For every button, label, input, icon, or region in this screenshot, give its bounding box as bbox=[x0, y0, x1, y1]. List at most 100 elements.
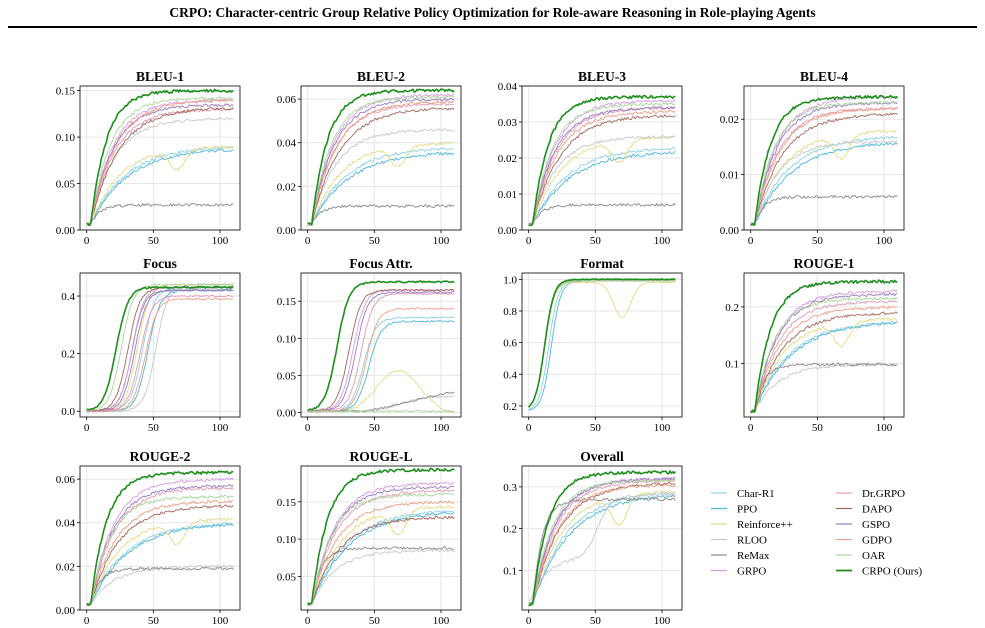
x-tick-label: 0 bbox=[305, 235, 311, 247]
y-tick-label: 0.10 bbox=[277, 534, 297, 546]
series-line-rloo bbox=[86, 564, 234, 606]
panel-title: BLEU-3 bbox=[578, 69, 626, 84]
series-line-rloo bbox=[86, 283, 234, 413]
series-line-grpo bbox=[528, 280, 676, 408]
series-line-gdpo bbox=[86, 99, 234, 226]
x-tick-label: 100 bbox=[212, 235, 229, 247]
panel-title: Format bbox=[580, 256, 624, 271]
y-tick-label: 0.00 bbox=[56, 225, 76, 237]
series-line-oar bbox=[86, 96, 234, 226]
series-line-grpo bbox=[86, 477, 234, 606]
y-tick-label: 0.01 bbox=[720, 170, 739, 182]
y-tick-label: 0.15 bbox=[56, 86, 76, 98]
x-tick-label: 0 bbox=[84, 422, 90, 434]
x-tick-label: 100 bbox=[876, 422, 893, 434]
panel-title: Focus bbox=[143, 256, 177, 271]
series-line-dr-grpo bbox=[307, 102, 455, 226]
series-line-dr-grpo bbox=[86, 107, 234, 226]
axes-frame bbox=[521, 465, 683, 611]
series-line-grpo bbox=[307, 288, 455, 413]
series-line-remax bbox=[750, 362, 898, 413]
series-line-remax bbox=[307, 546, 455, 606]
series-line-dr-grpo bbox=[86, 486, 234, 606]
series-line-rloo bbox=[528, 135, 676, 226]
series-line-crpo-ours bbox=[750, 94, 898, 226]
series-line-ppo bbox=[307, 511, 455, 606]
series-line-dapo bbox=[528, 481, 676, 604]
series-line-dapo bbox=[528, 114, 676, 226]
x-tick-label: 0 bbox=[84, 615, 90, 627]
y-tick-label: 0.1 bbox=[503, 565, 517, 577]
series-line-gspo bbox=[528, 106, 676, 226]
series-line-gspo bbox=[86, 289, 234, 413]
series-line-remax bbox=[86, 203, 234, 225]
series-line-dr-grpo bbox=[750, 107, 898, 226]
x-tick-label: 0 bbox=[84, 235, 90, 247]
header-rule bbox=[8, 26, 977, 28]
series-line-reinforce bbox=[86, 517, 234, 606]
series-line-rloo bbox=[307, 548, 455, 606]
axes-frame bbox=[300, 85, 462, 231]
x-tick-label: 100 bbox=[212, 615, 229, 627]
y-tick-label: 0.04 bbox=[56, 518, 76, 530]
series-line-ppo bbox=[86, 522, 234, 605]
series-line-grpo bbox=[528, 98, 676, 226]
panel-title: ROUGE-1 bbox=[794, 256, 855, 271]
x-tick-label: 50 bbox=[148, 422, 160, 434]
y-tick-label: 0.1 bbox=[725, 358, 739, 370]
series-line-ppo bbox=[528, 494, 676, 606]
series-line-gdpo bbox=[528, 280, 676, 408]
y-tick-label: 0.00 bbox=[720, 225, 740, 237]
y-tick-label: 0.06 bbox=[56, 474, 76, 486]
axes-frame bbox=[300, 272, 462, 418]
series-line-dr-grpo bbox=[307, 292, 455, 413]
y-tick-label: 0.15 bbox=[277, 497, 297, 509]
series-line-rloo bbox=[750, 362, 898, 413]
series-line-char-r1 bbox=[528, 147, 676, 226]
series-line-oar bbox=[86, 495, 234, 606]
series-line-oar bbox=[528, 102, 676, 226]
x-tick-label: 50 bbox=[812, 422, 824, 434]
panel-bleu-1: 0 50 100 0.00 0.05 0.10 0.15 BLEU-1 bbox=[56, 69, 241, 247]
series-line-dapo bbox=[750, 112, 898, 227]
panel-bleu-4: 0 50 100 0.00 0.01 0.02 BLEU-4 bbox=[720, 69, 905, 247]
series-line-dapo bbox=[307, 515, 455, 605]
series-line-crpo-ours bbox=[528, 94, 676, 227]
series-line-gdpo bbox=[86, 499, 234, 606]
axes-frame bbox=[521, 272, 683, 418]
y-tick-label: 0.3 bbox=[503, 482, 517, 494]
y-tick-label: 0.4 bbox=[61, 291, 75, 303]
series-line-reinforce bbox=[307, 370, 455, 414]
series-line-dapo bbox=[86, 106, 234, 226]
x-tick-label: 50 bbox=[590, 615, 602, 627]
paper-title: CRPO: Character-centric Group Relative P… bbox=[169, 5, 816, 20]
y-tick-label: 0.02 bbox=[720, 114, 739, 126]
x-tick-label: 0 bbox=[305, 422, 311, 434]
series-line-grpo bbox=[750, 95, 898, 226]
series-line-gspo bbox=[307, 291, 455, 413]
series-line-gdpo bbox=[307, 500, 455, 606]
legend-label-crpo-ours: CRPO (Ours) bbox=[862, 566, 923, 578]
panel-title: BLEU-4 bbox=[800, 69, 848, 84]
series-line-dr-grpo bbox=[307, 489, 455, 606]
y-tick-label: 0.02 bbox=[277, 181, 296, 193]
series-line-char-r1 bbox=[528, 280, 676, 410]
x-tick-label: 50 bbox=[369, 615, 381, 627]
series-line-remax bbox=[528, 202, 676, 226]
series-line-dapo bbox=[750, 311, 898, 413]
series-line-dr-grpo bbox=[528, 479, 676, 606]
y-tick-label: 0.8 bbox=[503, 306, 517, 318]
y-tick-label: 0.00 bbox=[56, 605, 76, 617]
series-line-rloo bbox=[307, 128, 455, 226]
series-line-crpo-ours bbox=[307, 280, 455, 412]
y-tick-label: 0.02 bbox=[56, 561, 75, 573]
y-tick-label: 0.00 bbox=[498, 225, 518, 237]
panel-title: BLEU-2 bbox=[357, 69, 405, 84]
series-line-ppo bbox=[528, 280, 676, 411]
x-tick-label: 50 bbox=[590, 235, 602, 247]
series-line-grpo bbox=[307, 93, 455, 226]
y-tick-label: 0.05 bbox=[277, 370, 297, 382]
series-line-grpo bbox=[86, 98, 234, 227]
y-tick-label: 0.2 bbox=[725, 302, 739, 314]
